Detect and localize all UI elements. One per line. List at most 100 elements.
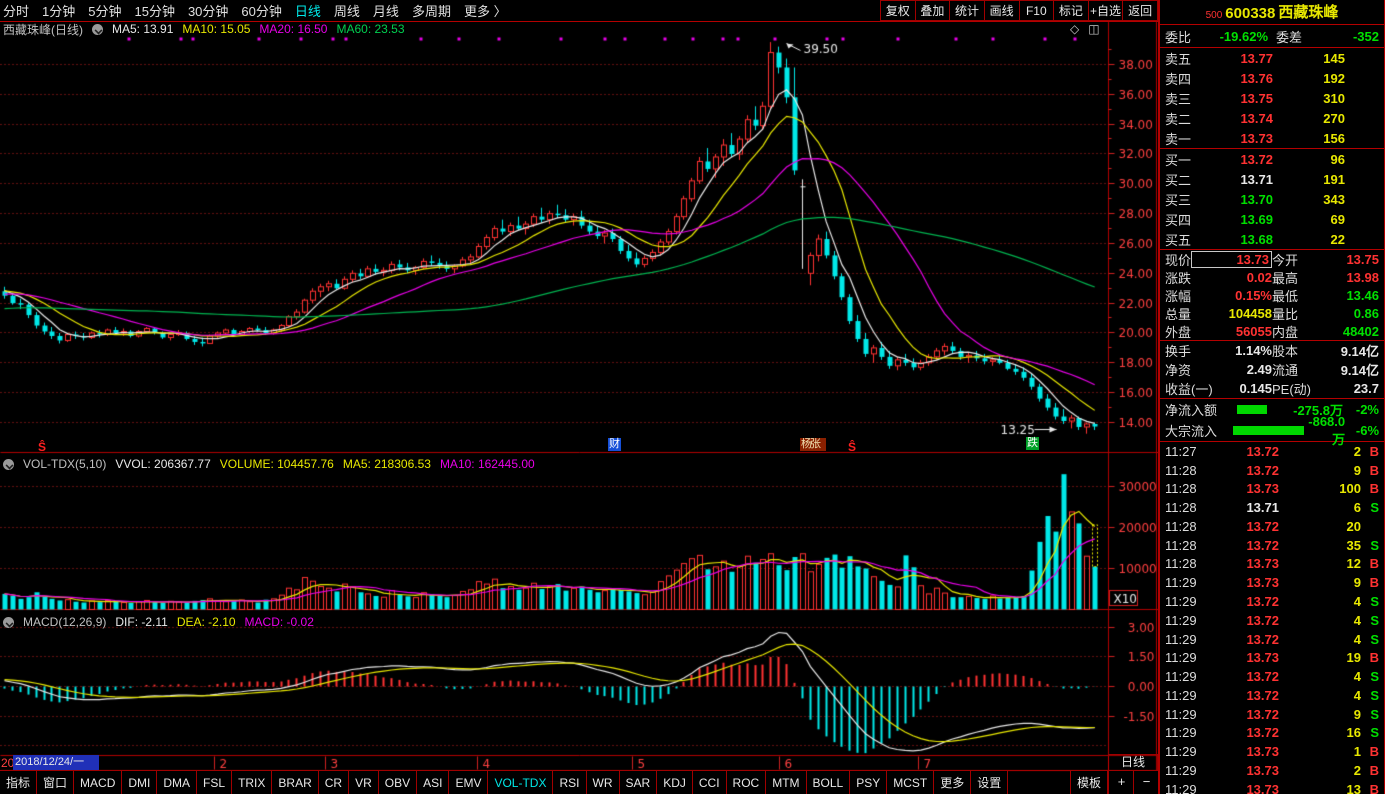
indicator-tab[interactable]: ASI: [416, 770, 450, 794]
info-cell: 内盘 48402: [1272, 322, 1379, 341]
indicator-tab[interactable]: OBV: [377, 770, 418, 794]
period-menu-item[interactable]: 30分钟: [187, 4, 229, 19]
ma5-readout: MA5: 13.91: [112, 22, 174, 36]
zoom-in-button[interactable]: +: [1108, 770, 1135, 794]
vol-ma10-readout: MA10: 162445.00: [439, 457, 535, 471]
indicator-tab[interactable]: RSI: [552, 770, 587, 794]
indicator-tab[interactable]: EMV: [448, 770, 489, 794]
info-cell: 总量 104458: [1165, 304, 1272, 323]
weibi-value: -19.62%: [1219, 28, 1268, 44]
period-menu-item[interactable]: 60分钟: [241, 4, 282, 19]
indicator-tab[interactable]: PSY: [849, 770, 888, 794]
indicator-tab[interactable]: BOLL: [805, 770, 851, 794]
macd-readout: MACD: -0.02: [244, 615, 314, 629]
toolbar-button[interactable]: 标记: [1053, 0, 1089, 21]
zoom-out-button[interactable]: −: [1133, 770, 1160, 794]
tick-price: 13.72: [1246, 706, 1279, 722]
tick-price: 13.72: [1246, 612, 1279, 628]
tick-trade-row: 11:27 13.72 2 B: [1160, 442, 1384, 461]
tick-direction: B: [1369, 650, 1379, 666]
indicator-tab[interactable]: DMA: [156, 770, 198, 794]
toolbar-button[interactable]: 叠加: [914, 0, 951, 21]
book-volume: 145: [1323, 50, 1345, 66]
chevron-down-icon[interactable]: [3, 616, 14, 628]
period-menu-item[interactable]: 分时: [3, 4, 30, 19]
indicator-tab[interactable]: MACD: [73, 770, 123, 794]
toolbar-button[interactable]: 返回: [1122, 0, 1158, 21]
indicator-tab[interactable]: 更多: [933, 770, 972, 794]
tick-price: 13.71: [1246, 500, 1279, 516]
tick-trade-row: 11:29 13.72 9 S: [1160, 705, 1384, 724]
toolbar-button[interactable]: 统计: [949, 0, 985, 21]
indicator-tab[interactable]: MTM: [765, 770, 807, 794]
book-row: 买三 13.70 343: [1160, 189, 1384, 209]
template-button[interactable]: 模板: [1069, 770, 1108, 794]
indicator-tab[interactable]: MCST: [886, 770, 935, 794]
book-level-label: 卖一: [1165, 131, 1192, 147]
tick-price: 13.72: [1246, 687, 1279, 703]
info-value: 13.75: [1346, 251, 1379, 267]
period-menu-item[interactable]: 1分钟: [42, 4, 76, 19]
stock-title: 500 600338 西藏珠峰: [1160, 0, 1384, 25]
period-menu-item[interactable]: 多周期: [411, 4, 451, 19]
info-label: 收益(一): [1165, 382, 1213, 397]
toolbar-button[interactable]: 画线: [983, 0, 1020, 21]
indicator-tab[interactable]: ROC: [725, 770, 767, 794]
tick-time: 11:29: [1165, 762, 1197, 778]
period-menu-item[interactable]: 15分钟: [134, 4, 175, 19]
split-view-icon[interactable]: ◫: [1088, 22, 1100, 36]
indicator-tab[interactable]: SAR: [618, 770, 658, 794]
tick-price: 13.73: [1246, 781, 1279, 794]
indicator-tab[interactable]: 窗口: [36, 770, 75, 794]
toolbar-button[interactable]: F10: [1018, 0, 1055, 21]
finance-flag-icon[interactable]: 财: [608, 438, 621, 451]
tick-trade-list[interactable]: 11:27 13.72 2 B 11:28 13.72 9 B 11:28 13.73 100 B 11…: [1160, 442, 1384, 794]
indicator-tab[interactable]: WR: [585, 770, 620, 794]
tick-direction: B: [1369, 575, 1379, 591]
indicator-tab[interactable]: VR: [348, 770, 379, 794]
indicator-tab[interactable]: BRAR: [271, 770, 319, 794]
info-row: 净资 2.49 流通 9.14亿: [1160, 360, 1384, 379]
indicator-tab[interactable]: KDJ: [656, 770, 693, 794]
book-level-label: 买四: [1165, 212, 1192, 228]
indicator-tab[interactable]: VOL-TDX: [487, 770, 554, 794]
indicator-tab[interactable]: CR: [317, 770, 350, 794]
tick-price: 13.73: [1246, 650, 1279, 666]
indicator-tab[interactable]: FSL: [196, 770, 233, 794]
book-row: 卖五 13.77 145: [1160, 48, 1384, 68]
info-label: 净资: [1165, 363, 1192, 378]
event-flag-icon[interactable]: 杨张: [800, 438, 826, 451]
book-row: 卖三 13.75 310: [1160, 88, 1384, 108]
indicator-tab[interactable]: TRIX: [231, 770, 273, 794]
indicator-tab[interactable]: DMI: [121, 770, 158, 794]
period-menu-item[interactable]: 更多 〉: [463, 4, 507, 19]
tick-time: 11:28: [1165, 556, 1197, 572]
info-label: 涨幅: [1165, 288, 1192, 304]
chevron-down-icon[interactable]: [3, 458, 14, 470]
book-volume: 192: [1323, 70, 1345, 86]
limit-down-flag-icon[interactable]: 跌: [1026, 437, 1039, 450]
period-menu-item[interactable]: 月线: [372, 4, 399, 19]
tick-direction: S: [1370, 706, 1379, 722]
info-row: 现价 13.73 今开 13.75: [1160, 250, 1384, 268]
chart-canvas[interactable]: [0, 0, 1160, 794]
indicator-tab[interactable]: 指标: [0, 770, 38, 794]
tick-time: 11:29: [1165, 594, 1197, 609]
tick-price: 13.72: [1246, 594, 1279, 609]
indicator-tab[interactable]: CCI: [691, 770, 727, 794]
indicator-tab[interactable]: 设置: [970, 770, 1009, 794]
tick-direction: B: [1369, 556, 1379, 572]
book-price: 13.71: [1240, 171, 1273, 187]
money-flow-block: 净流入额 -275.8万 -2% 大宗流入 -868.0万 -6%: [1160, 399, 1384, 447]
period-menu-item[interactable]: 周线: [333, 4, 360, 19]
diamond-icon[interactable]: ◇: [1070, 22, 1080, 36]
axis-date-box[interactable]: 2018/12/24/一: [13, 755, 99, 770]
ma10-readout: MA10: 15.05: [182, 22, 251, 36]
money-flow-value: -868.0万: [1308, 413, 1346, 447]
toolbar-button[interactable]: +自选: [1087, 0, 1124, 21]
chevron-down-icon[interactable]: [92, 23, 103, 35]
toolbar-button[interactable]: 复权: [880, 0, 916, 21]
period-menu-item[interactable]: 5分钟: [88, 4, 122, 19]
ma60-readout: MA60: 23.53: [336, 22, 405, 36]
period-menu-item[interactable]: 日线: [294, 4, 321, 19]
